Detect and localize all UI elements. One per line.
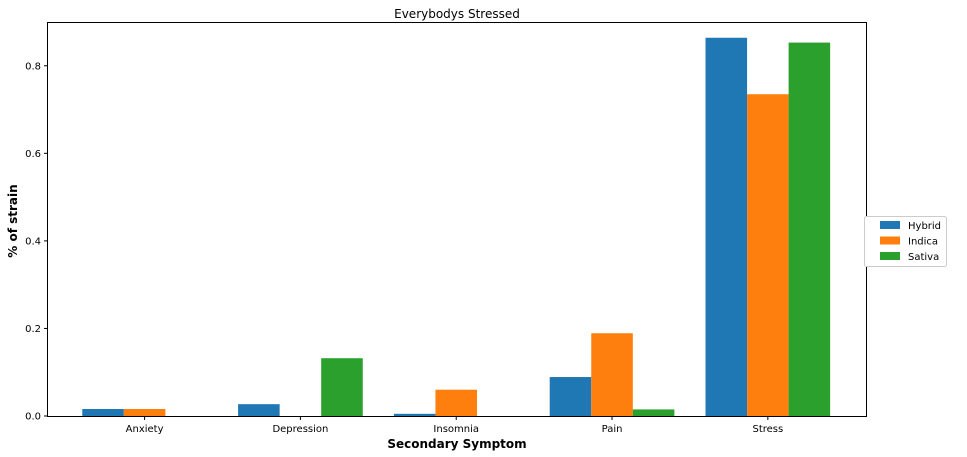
chart-title: Everybodys Stressed [394,7,520,21]
bar-indica-insomnia [435,389,477,416]
bars-group [82,37,831,416]
bar-sativa-depression [321,358,363,416]
y-tick-label: 0.2 [25,324,41,335]
bar-hybrid-anxiety [82,409,124,416]
legend: Hybrid Indica Sativa [864,216,947,267]
y-tick-label: 0.4 [25,236,41,247]
x-tick-label-anxiety: Anxiety [126,424,164,435]
bar-sativa-stress [788,42,831,416]
y-tick-label: 0.8 [25,61,41,72]
legend-swatch-hybrid [880,221,900,229]
bar-hybrid-stress [705,37,748,416]
bar-indica-pain [591,333,633,416]
bar-hybrid-pain [549,377,592,416]
bar-sativa-pain [632,409,675,416]
legend-label-indica: Indica [908,237,938,248]
bar-hybrid-depression [238,404,280,416]
x-axis-label: Secondary Symptom [387,437,526,451]
x-tick-label-insomnia: Insomnia [433,424,479,435]
legend-swatch-sativa [880,252,900,260]
bar-hybrid-insomnia [393,413,436,416]
y-axis: 0.0 0.2 0.4 0.6 0.8 [25,61,48,423]
y-tick-label: 0.6 [25,149,41,160]
x-tick-label-depression: Depression [272,424,328,435]
bar-indica-stress [747,94,789,416]
bar-indica-anxiety [123,409,166,416]
x-tick-label-stress: Stress [752,424,783,435]
legend-label-sativa: Sativa [908,252,939,263]
x-axis: Anxiety Depression Insomnia Pain Stress [126,416,783,435]
y-tick-label: 0.0 [25,412,41,423]
legend-label-hybrid: Hybrid [908,221,941,232]
y-axis-label: % of strain [6,184,20,257]
legend-swatch-indica [880,236,900,245]
x-tick-label-pain: Pain [602,424,623,435]
